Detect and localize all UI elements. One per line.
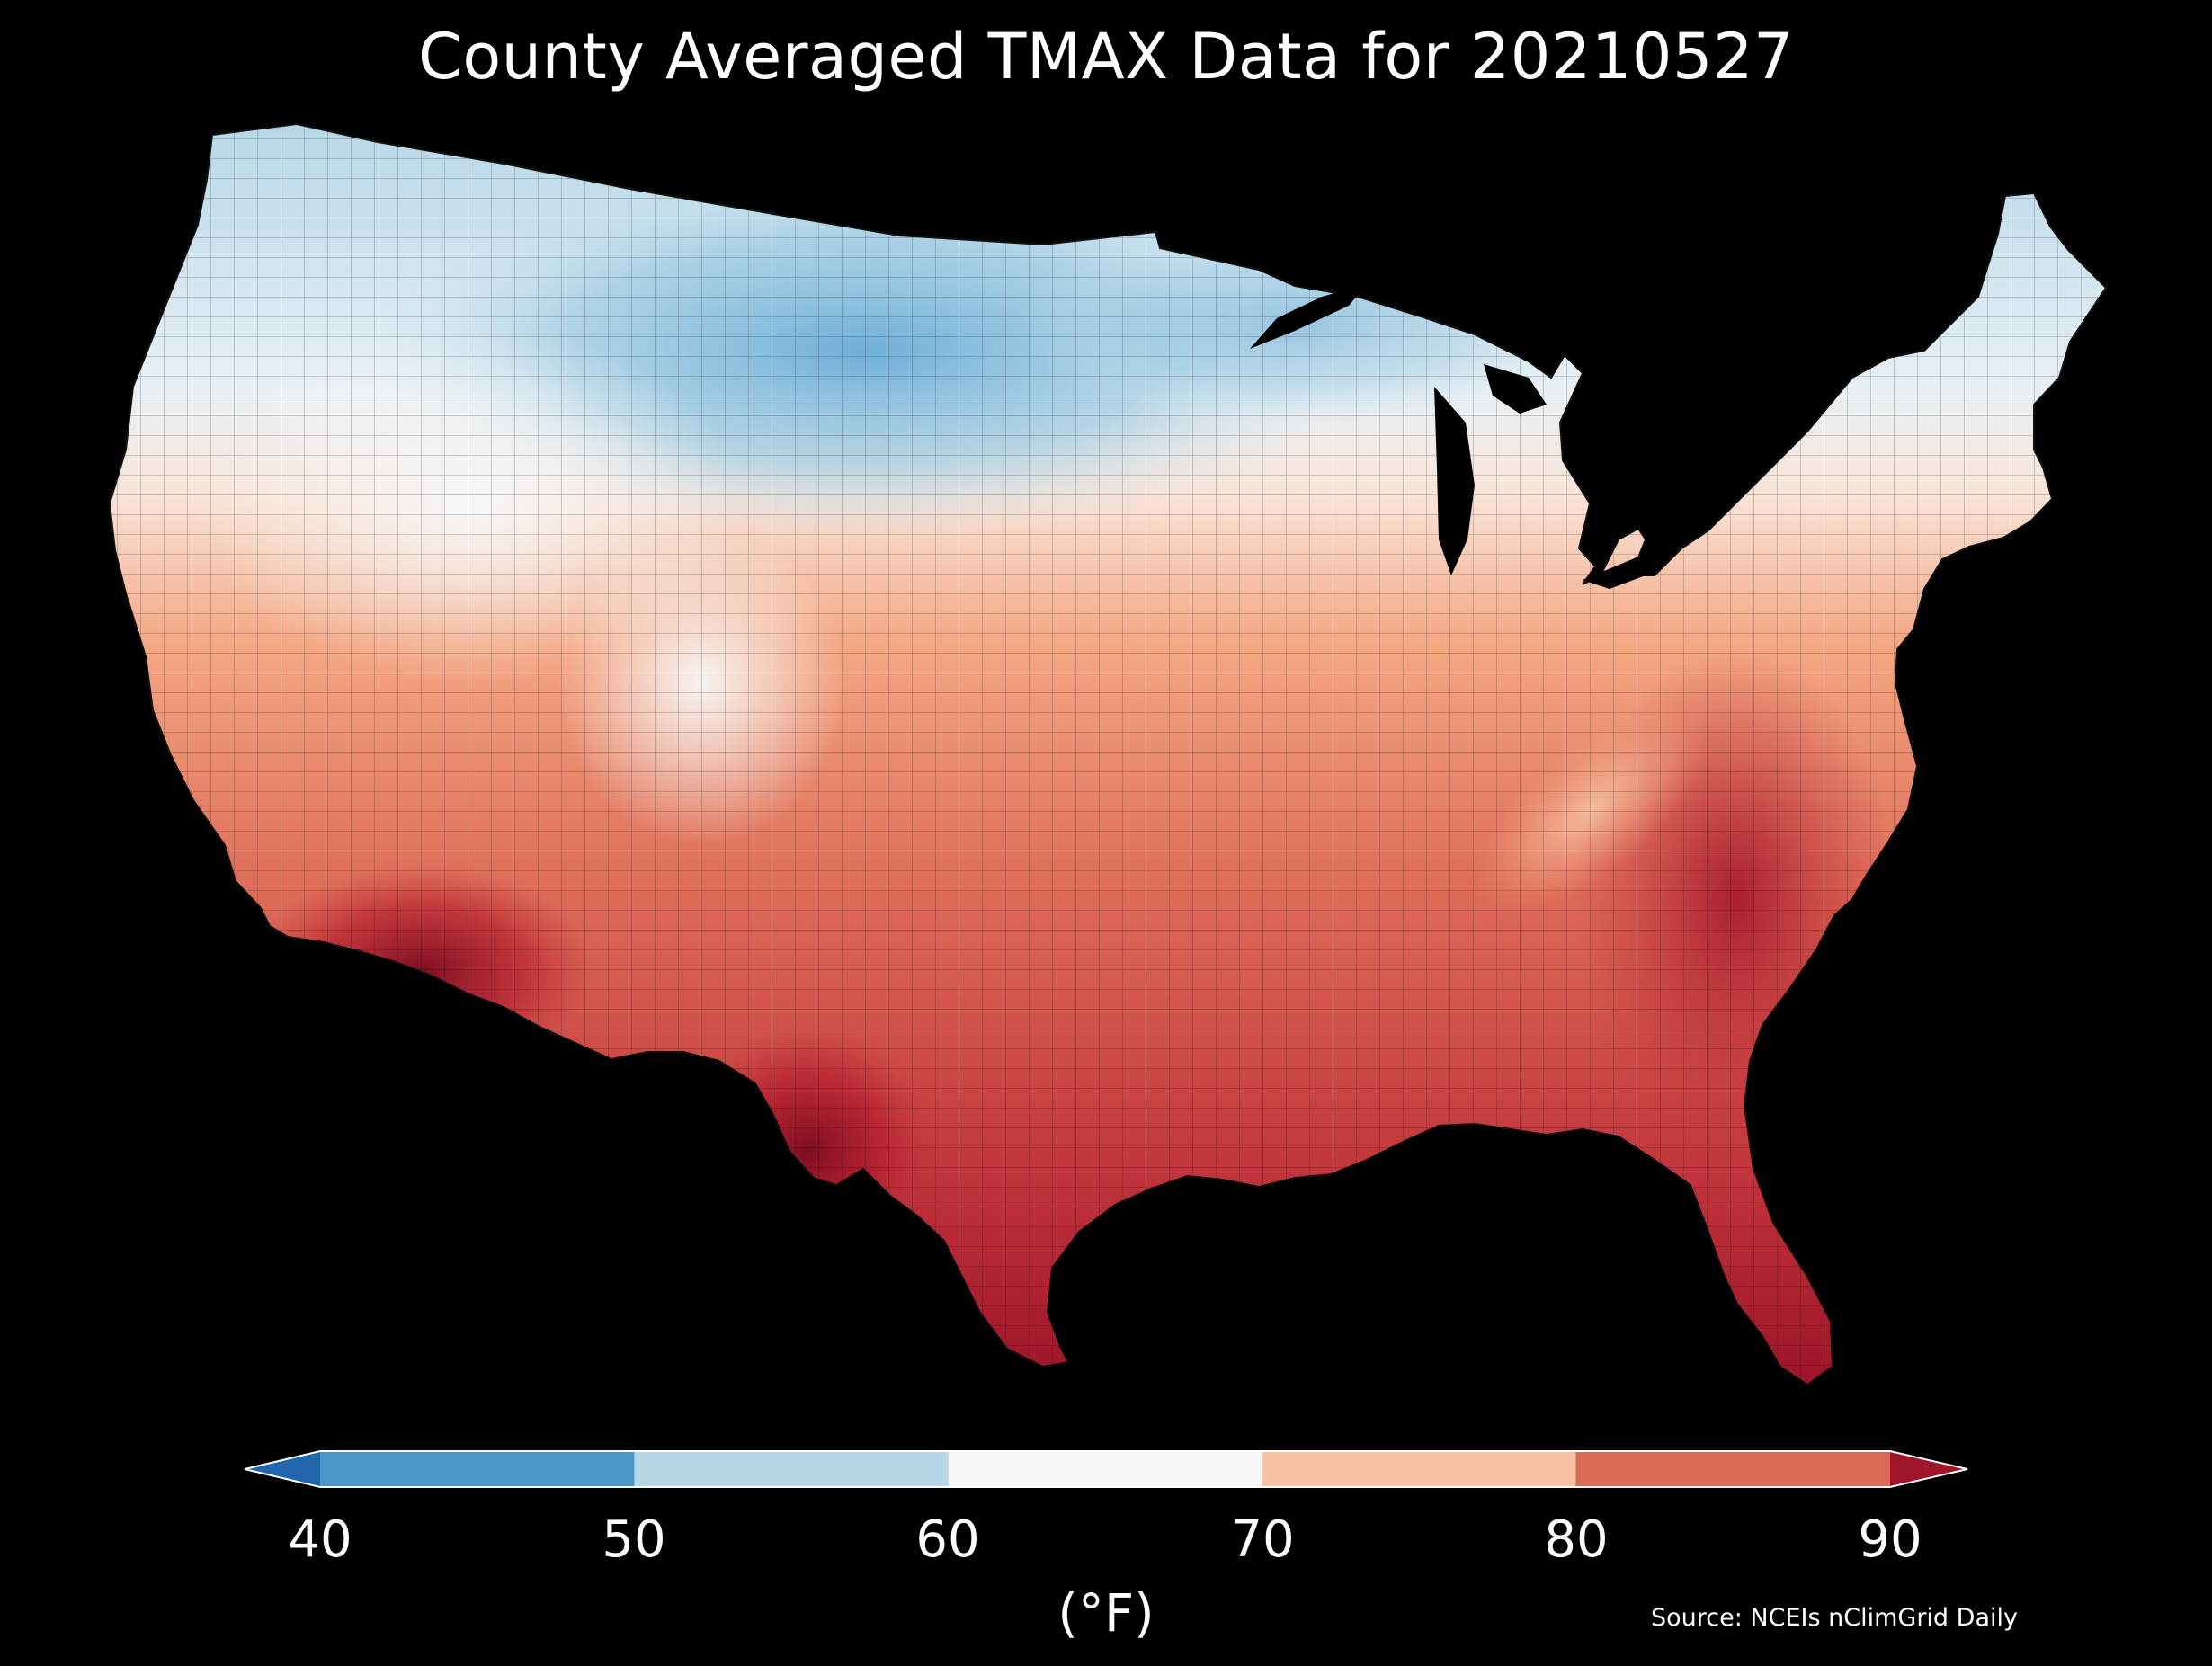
colorbar-units-label: (°F)	[1057, 1582, 1155, 1644]
colorbar-tick-label: 60	[915, 1510, 980, 1569]
contiguous-us-map	[110, 124, 2106, 1385]
colorbar-under-arrow	[245, 1451, 320, 1487]
source-credit: Source: NCEIs nClimGrid Daily	[1651, 1604, 2018, 1632]
map-title: County Averaged TMAX Data for 20210527	[417, 20, 1795, 94]
colorbar-bin	[634, 1451, 949, 1487]
colorbar-bin	[948, 1451, 1262, 1487]
colorbar-bin	[320, 1451, 635, 1487]
colorbar-tick-label: 90	[1858, 1510, 1922, 1569]
colorbar-outline	[244, 1450, 1968, 1488]
great-lakes	[1250, 284, 1672, 589]
colorbar	[244, 1450, 1968, 1488]
colorbar-tick-label: 50	[602, 1510, 666, 1569]
colorbar-bin	[1575, 1451, 1890, 1487]
colorbar-tick-label: 80	[1544, 1510, 1609, 1569]
colorbar-bin	[1262, 1451, 1576, 1487]
colorbar-tick-label: 70	[1230, 1510, 1295, 1569]
colorbar-over-arrow	[1890, 1451, 1967, 1487]
colorbar-tick-label: 40	[288, 1510, 352, 1569]
